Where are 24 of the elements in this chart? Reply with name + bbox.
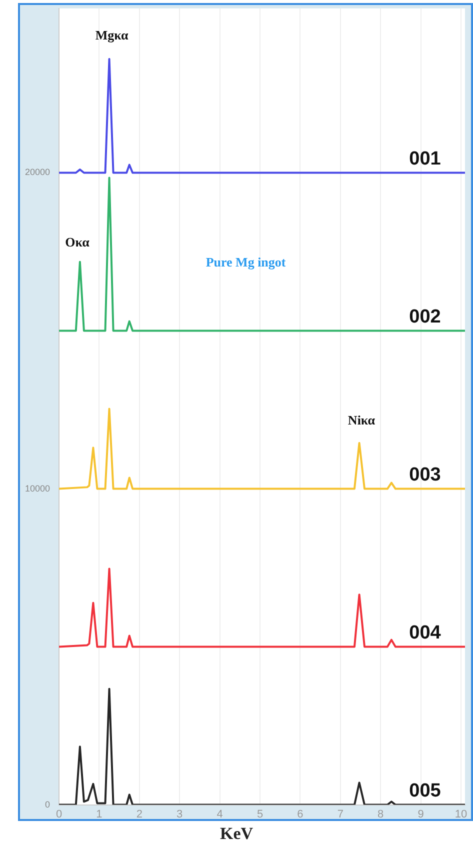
annotation: Pure Mg ingot [206, 254, 286, 270]
series-label: 001 [409, 148, 442, 170]
x-tick-label: 9 [418, 808, 424, 820]
x-tick-label: 4 [216, 808, 223, 820]
annotation: Oκα [65, 234, 90, 250]
x-tick-label: 0 [56, 808, 62, 820]
annotation: Mgκα [95, 28, 129, 43]
series-label: 003 [409, 464, 441, 486]
x-tick-label: 1 [96, 808, 102, 820]
y-tick-label: 0 [45, 799, 50, 810]
x-tick-label: 8 [378, 808, 384, 820]
series-label: 005 [409, 780, 442, 802]
x-tick-label: 6 [297, 808, 304, 820]
y-tick-label: 20000 [24, 167, 50, 178]
annotation: Niκα [348, 412, 376, 428]
x-tick-label: 5 [256, 808, 264, 820]
series-label: 004 [409, 622, 442, 644]
x-tick-label: 3 [176, 808, 183, 820]
series-label: 002 [409, 306, 441, 328]
x-tick-label: 2 [136, 808, 142, 820]
x-axis-title: KeV [218, 824, 254, 844]
y-tick-label: 10000 [24, 483, 50, 494]
x-tick-label: 7 [337, 808, 344, 820]
x-tick-label: 10 [454, 808, 468, 820]
